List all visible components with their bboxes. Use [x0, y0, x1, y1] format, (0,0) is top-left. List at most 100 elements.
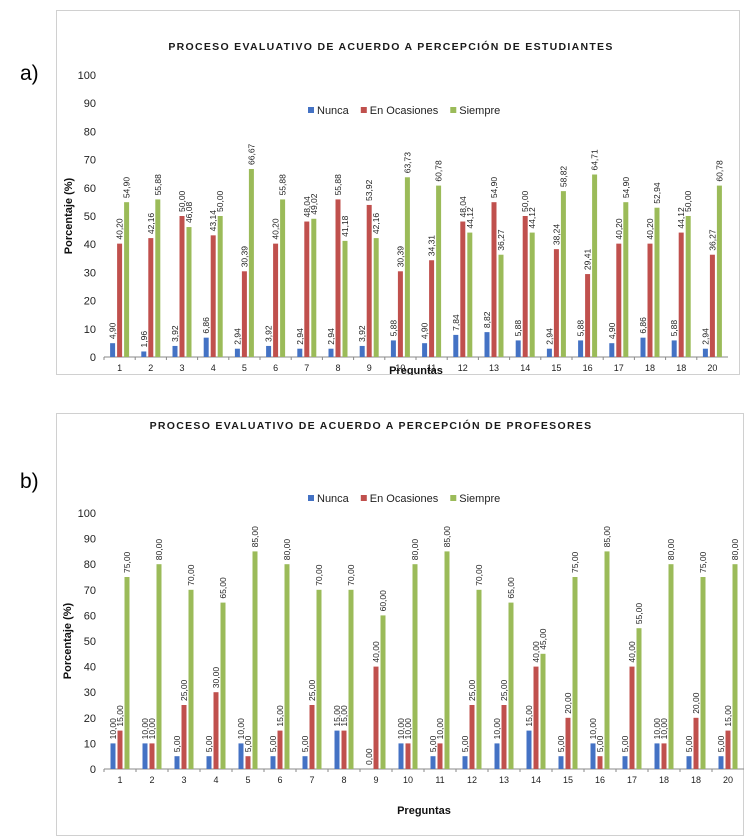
data-label: 25,00	[499, 679, 509, 701]
data-label: 15,00	[275, 705, 285, 727]
data-label: 44,12	[676, 207, 686, 229]
data-label: 10,00	[140, 718, 150, 740]
legend-entry: En Ocasiones	[370, 493, 439, 505]
data-label: 7,84	[451, 314, 461, 331]
data-label: 80,00	[666, 539, 676, 561]
bar-siempre	[404, 177, 410, 357]
data-label: 25,00	[467, 679, 477, 701]
data-label: 10,00	[492, 718, 502, 740]
bar-nunca	[422, 343, 428, 357]
bar-en-ocasiones	[429, 260, 435, 357]
bar-nunca	[302, 756, 308, 769]
y-tick-label: 10	[84, 324, 96, 336]
x-tick-label: 5	[242, 363, 247, 373]
x-tick-label: 14	[520, 363, 530, 373]
y-tick-label: 70	[84, 155, 96, 167]
bar-siempre	[592, 174, 598, 357]
bar-en-ocasiones	[553, 249, 559, 357]
data-label: 34,31	[427, 235, 437, 257]
bar-siempre	[498, 254, 504, 357]
bar-nunca	[609, 343, 615, 357]
data-label: 65,00	[506, 577, 516, 599]
bar-nunca	[640, 337, 646, 357]
bar-siempre	[316, 589, 322, 769]
data-label: 55,88	[333, 174, 343, 196]
x-tick-label: 8	[341, 775, 346, 785]
bar-nunca	[206, 756, 212, 769]
x-tick-label: 11	[435, 775, 444, 785]
bar-en-ocasiones	[181, 705, 187, 769]
data-label: 5,00	[684, 735, 694, 752]
bar-siempre	[700, 577, 706, 769]
bar-nunca	[702, 348, 708, 357]
data-label: 70,00	[186, 564, 196, 586]
bar-en-ocasiones	[397, 271, 403, 357]
x-tick-label: 7	[304, 363, 309, 373]
y-tick-label: 100	[78, 70, 96, 82]
x-tick-label: 2	[149, 775, 154, 785]
y-axis-label: Porcentaje (%)	[62, 602, 74, 679]
data-label: 44,12	[465, 207, 475, 229]
data-label: 64,71	[590, 149, 600, 171]
bar-en-ocasiones	[629, 666, 635, 769]
x-tick-label: 13	[499, 775, 509, 785]
bar-nunca	[359, 345, 365, 357]
x-axis-label: Preguntas	[397, 805, 451, 817]
data-label: 10,00	[108, 718, 118, 740]
x-tick-label: 1	[117, 363, 122, 373]
data-label: 30,00	[211, 667, 221, 689]
x-tick-label: 4	[211, 363, 216, 373]
x-tick-label: 16	[583, 363, 593, 373]
data-label: 65,00	[218, 577, 228, 599]
bar-siempre	[444, 551, 450, 769]
data-label: 70,00	[474, 564, 484, 586]
bar-siempre	[436, 185, 442, 357]
bar-nunca	[686, 756, 692, 769]
data-label: 5,00	[428, 735, 438, 752]
bar-nunca	[174, 756, 180, 769]
data-label: 30,39	[395, 246, 405, 268]
data-label: 20,00	[691, 692, 701, 714]
data-label: 5,00	[620, 735, 630, 752]
x-tick-label: 7	[309, 775, 314, 785]
bar-nunca	[334, 730, 340, 769]
bar-siempre	[476, 589, 482, 769]
data-label: 36,27	[496, 229, 506, 251]
bar-siempre	[124, 202, 130, 357]
bar-en-ocasiones	[117, 730, 123, 769]
data-label: 5,00	[243, 735, 253, 752]
x-tick-label: 4	[213, 775, 218, 785]
x-tick-label: 11	[427, 363, 436, 373]
x-tick-label: 12	[467, 775, 477, 785]
bar-siempre	[217, 216, 223, 357]
bar-nunca	[718, 756, 724, 769]
data-label: 70,00	[314, 564, 324, 586]
bar-en-ocasiones	[460, 221, 466, 357]
data-label: 43,14	[208, 210, 218, 232]
data-label: 3,92	[170, 325, 180, 342]
legend-swatch	[450, 495, 457, 501]
legend-entry: Siempre	[459, 493, 500, 505]
data-label: 60,78	[714, 160, 724, 182]
bar-siempre	[284, 564, 290, 769]
data-label: 85,00	[442, 526, 452, 548]
chart-title: PROCESO EVALUATIVO DE ACUERDO A PERCEPCI…	[150, 419, 593, 432]
x-tick-label: 10	[395, 363, 405, 373]
data-label: 5,88	[388, 320, 398, 337]
bar-siempre	[280, 199, 286, 357]
x-tick-label: 8	[335, 363, 340, 373]
x-axis-label: Preguntas	[389, 365, 443, 375]
x-tick-label: 3	[179, 363, 184, 373]
data-label: 20,00	[563, 692, 573, 714]
bar-en-ocasiones	[616, 243, 622, 357]
data-label: 10,00	[588, 718, 598, 740]
data-label: 52,94	[652, 182, 662, 204]
y-tick-label: 70	[84, 585, 96, 597]
data-label: 55,00	[634, 603, 644, 625]
x-tick-label: 18	[659, 775, 669, 785]
legend-entry: Siempre	[459, 105, 500, 117]
y-tick-label: 30	[84, 687, 96, 699]
bar-en-ocasiones	[437, 743, 443, 769]
bar-nunca	[110, 743, 116, 769]
y-tick-label: 80	[84, 559, 96, 571]
